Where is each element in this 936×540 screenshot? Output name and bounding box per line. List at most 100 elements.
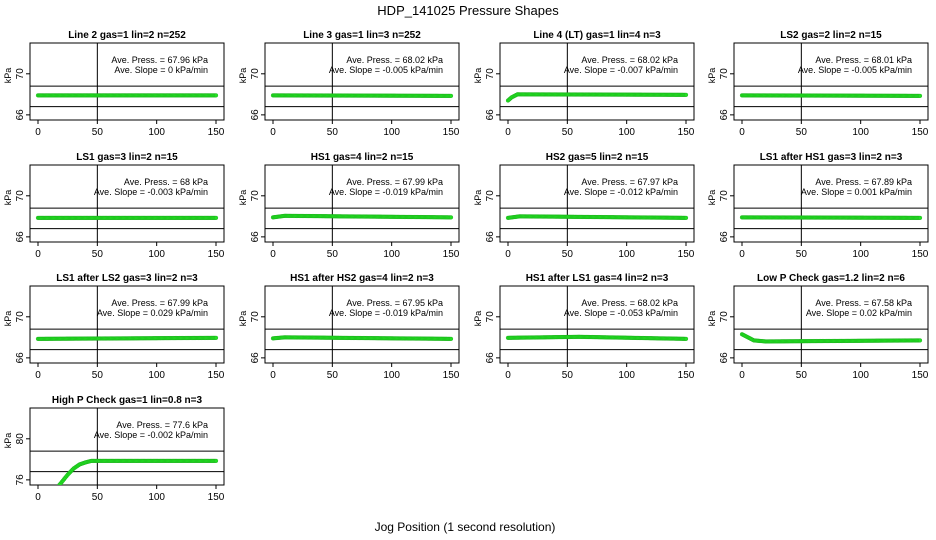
x-tick-label: 50 (327, 127, 339, 138)
x-tick-label: 50 (327, 370, 339, 381)
y-tick-label: 66 (250, 109, 261, 121)
annotation-text: Ave. Slope = -0.003 kPa/min (94, 187, 208, 197)
y-tick-label: 80 (15, 433, 26, 445)
x-tick-label: 0 (739, 249, 745, 260)
data-series (35, 93, 219, 98)
panel-title: Low P Check gas=1.2 lin=2 n=6 (757, 273, 905, 284)
x-tick-label: 150 (678, 249, 695, 260)
x-tick-label: 150 (443, 249, 460, 260)
annotation-text: Ave. Slope = 0.02 kPa/min (806, 308, 912, 318)
x-tick-label: 150 (912, 249, 929, 260)
data-series (505, 214, 689, 220)
y-tick-label: 70 (719, 68, 730, 80)
data-point (213, 93, 219, 98)
x-tick-label: 150 (912, 127, 929, 138)
y-axis-label: kPa (707, 68, 717, 84)
x-tick-label: 100 (148, 127, 165, 138)
panel-title: LS1 gas=3 lin=2 n=15 (76, 152, 178, 163)
y-tick-label: 66 (719, 231, 730, 243)
y-tick-label: 66 (15, 109, 26, 121)
x-tick-label: 100 (618, 127, 635, 138)
annotation-text: Ave. Press. = 68.02 kPa (581, 55, 678, 65)
annotation-text: Ave. Press. = 67.99 kPa (111, 298, 208, 308)
data-point (683, 336, 689, 341)
panel-title: LS1 after LS2 gas=3 lin=2 n=3 (56, 273, 198, 284)
x-tick-label: 0 (739, 127, 745, 138)
data-point (683, 92, 689, 97)
y-tick-label: 70 (485, 68, 496, 80)
x-tick-label: 100 (148, 370, 165, 381)
data-point (213, 458, 219, 463)
data-point (917, 338, 923, 343)
y-tick-label: 76 (15, 474, 26, 486)
y-tick-label: 70 (250, 68, 261, 80)
x-tick-label: 50 (92, 370, 104, 381)
y-axis-label: kPa (473, 68, 483, 84)
annotation-text: Ave. Slope = -0.005 kPa/min (798, 65, 912, 75)
y-tick-label: 70 (485, 311, 496, 323)
annotation-text: Ave. Press. = 67.95 kPa (346, 298, 443, 308)
panel-title: HS2 gas=5 lin=2 n=15 (546, 152, 649, 163)
x-tick-label: 0 (35, 370, 41, 381)
x-tick-label: 150 (443, 370, 460, 381)
data-point (917, 93, 923, 98)
x-tick-label: 0 (270, 370, 276, 381)
y-tick-label: 66 (15, 231, 26, 243)
panel-title: HS1 after LS1 gas=4 lin=2 n=3 (526, 273, 669, 284)
annotation-text: Ave. Slope = 0 kPa/min (114, 65, 208, 75)
annotation-text: Ave. Slope = -0.007 kPa/min (564, 65, 678, 75)
x-tick-label: 100 (852, 370, 869, 381)
annotation-text: Ave. Slope = -0.019 kPa/min (329, 308, 443, 318)
x-tick-label: 0 (739, 370, 745, 381)
x-tick-label: 150 (678, 370, 695, 381)
x-tick-label: 0 (505, 249, 511, 260)
y-tick-label: 70 (15, 190, 26, 202)
annotation-text: Ave. Press. = 67.99 kPa (346, 177, 443, 187)
x-tick-label: 100 (383, 370, 400, 381)
x-tick-label: 50 (562, 127, 574, 138)
y-axis-label: kPa (238, 311, 248, 327)
y-axis-label: kPa (707, 311, 717, 327)
x-tick-label: 50 (796, 127, 808, 138)
data-series (505, 92, 689, 103)
annotation-text: Ave. Press. = 67.97 kPa (581, 177, 678, 187)
annotation-text: Ave. Slope = -0.019 kPa/min (329, 187, 443, 197)
annotation-text: Ave. Press. = 68 kPa (124, 177, 208, 187)
data-point (448, 93, 454, 98)
panel-title: HS1 gas=4 lin=2 n=15 (311, 152, 414, 163)
panel-title: Line 2 gas=1 lin=2 n=252 (68, 30, 186, 41)
annotation-text: Ave. Press. = 67.58 kPa (815, 298, 912, 308)
data-point (448, 336, 454, 341)
x-tick-label: 100 (383, 249, 400, 260)
annotation-text: Ave. Slope = -0.012 kPa/min (564, 187, 678, 197)
panel-title: HS1 after HS2 gas=4 lin=2 n=3 (290, 273, 434, 284)
annotation-text: Ave. Slope = -0.053 kPa/min (564, 308, 678, 318)
data-series (57, 458, 219, 485)
x-tick-label: 100 (148, 492, 165, 503)
x-tick-label: 150 (208, 492, 225, 503)
y-axis-label: kPa (3, 68, 13, 84)
y-tick-label: 70 (719, 311, 730, 323)
y-tick-label: 66 (719, 352, 730, 364)
annotation-text: Ave. Press. = 67.89 kPa (815, 177, 912, 187)
data-point (213, 215, 219, 220)
data-series (739, 215, 923, 220)
x-tick-label: 50 (92, 492, 104, 503)
x-tick-label: 0 (35, 249, 41, 260)
annotation-text: Ave. Slope = -0.002 kPa/min (94, 430, 208, 440)
y-axis-label: kPa (238, 68, 248, 84)
x-tick-label: 50 (562, 370, 574, 381)
panel-title: LS1 after HS1 gas=3 lin=2 n=3 (760, 152, 903, 163)
annotation-text: Ave. Slope = 0.029 kPa/min (97, 308, 208, 318)
x-tick-label: 100 (383, 127, 400, 138)
y-tick-label: 66 (250, 231, 261, 243)
y-tick-label: 66 (15, 352, 26, 364)
annotation-text: Ave. Press. = 68.02 kPa (581, 298, 678, 308)
